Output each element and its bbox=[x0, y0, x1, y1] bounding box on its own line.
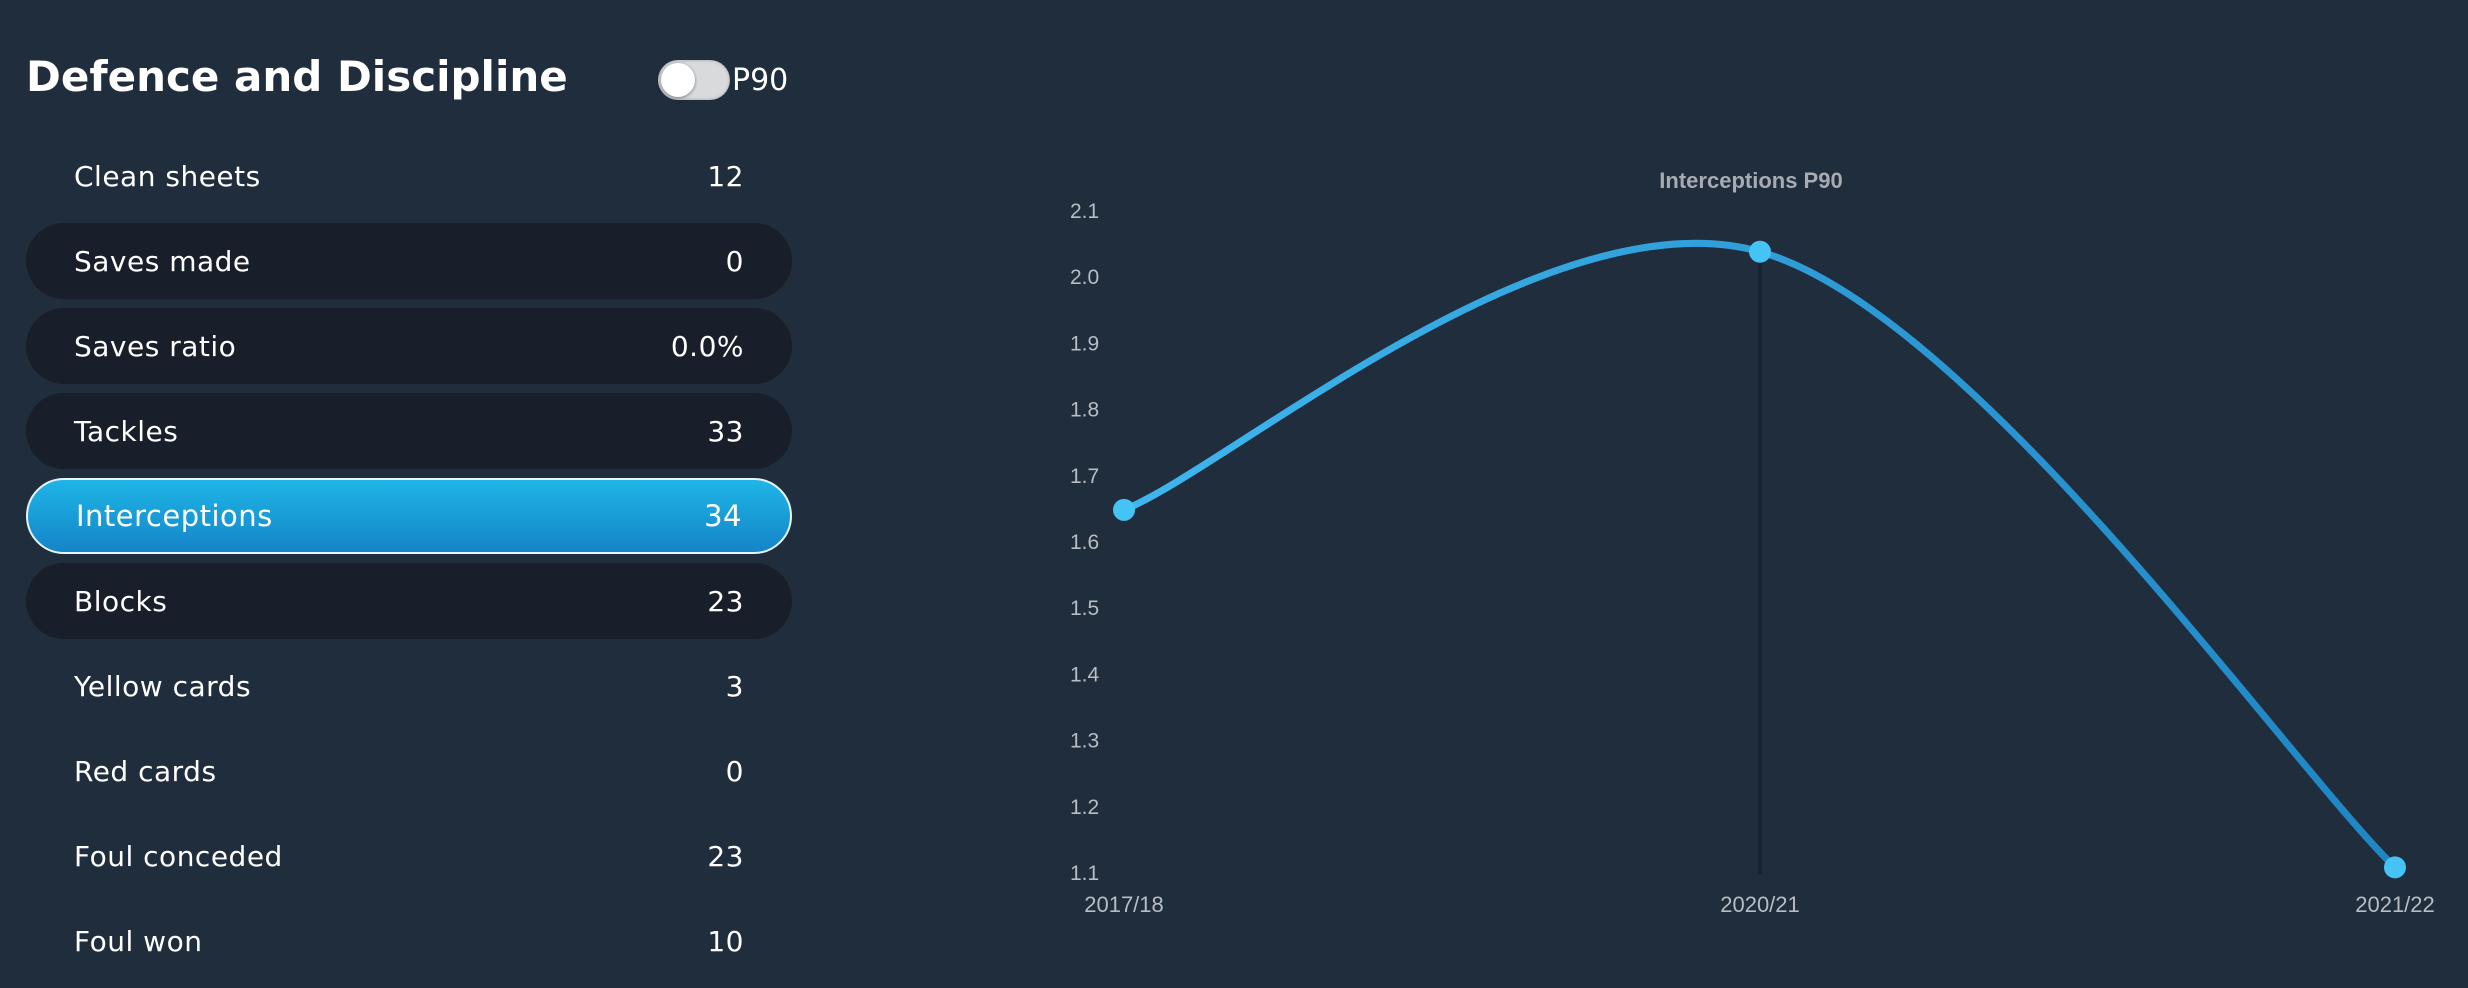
stat-value: 12 bbox=[707, 159, 744, 193]
stat-row-red-cards[interactable]: Red cards 0 bbox=[26, 733, 792, 809]
stat-label: Yellow cards bbox=[74, 669, 252, 703]
stat-label: Foul conceded bbox=[74, 839, 283, 873]
y-tick-label: 2.0 bbox=[1070, 266, 1099, 289]
stat-value: 34 bbox=[704, 499, 742, 533]
x-tick-label: 2021/22 bbox=[2355, 892, 2435, 917]
stat-label: Clean sheets bbox=[74, 159, 261, 193]
stat-row-blocks[interactable]: Blocks 23 bbox=[26, 563, 792, 639]
stat-row-clean-sheets[interactable]: Clean sheets 12 bbox=[26, 138, 792, 214]
y-tick-label: 1.7 bbox=[1070, 465, 1099, 488]
stat-label: Interceptions bbox=[76, 499, 273, 533]
series-line bbox=[1120, 239, 2399, 871]
stat-value: 0 bbox=[725, 244, 744, 278]
p90-toggle-wrap: P90 bbox=[658, 60, 788, 100]
x-tick-label: 2020/21 bbox=[1720, 892, 1800, 917]
stat-value: 0.0% bbox=[670, 329, 744, 363]
chart-area: Interceptions P90 1.1 1.2 1.3 1.4 1.5 1.6 1.7 1.… bbox=[1040, 150, 2460, 940]
p90-toggle[interactable] bbox=[658, 60, 730, 100]
y-tick-label: 1.4 bbox=[1070, 663, 1100, 686]
chart-title: Interceptions P90 bbox=[1659, 168, 1842, 193]
stat-label: Blocks bbox=[74, 584, 168, 618]
stat-list: Clean sheets 12 Saves made 0 Saves ratio 0.0%… bbox=[26, 138, 792, 988]
stat-label: Red cards bbox=[74, 754, 217, 788]
stat-row-interceptions[interactable]: Interceptions 34 bbox=[26, 478, 792, 554]
stat-value: 3 bbox=[725, 669, 744, 703]
data-point-2 bbox=[1749, 240, 1771, 263]
stat-value: 33 bbox=[707, 414, 744, 448]
stat-label: Saves made bbox=[74, 244, 251, 278]
y-tick-label: 1.2 bbox=[1070, 796, 1099, 819]
toggle-knob bbox=[661, 63, 695, 97]
data-point-1 bbox=[1113, 498, 1135, 521]
y-tick-label: 1.3 bbox=[1070, 730, 1099, 753]
y-tick-label: 1.8 bbox=[1070, 399, 1099, 422]
stat-value: 10 bbox=[707, 924, 744, 958]
data-point-3 bbox=[2384, 856, 2406, 879]
stat-row-tackles[interactable]: Tackles 33 bbox=[26, 393, 792, 469]
stat-label: Tackles bbox=[74, 414, 179, 448]
stat-row-foul-won[interactable]: Foul won 10 bbox=[26, 903, 792, 979]
stat-value: 23 bbox=[707, 839, 744, 873]
stat-value: 23 bbox=[707, 584, 744, 618]
interceptions-line-chart: Interceptions P90 1.1 1.2 1.3 1.4 1.5 1.6 1.7 1.… bbox=[1070, 168, 2435, 917]
stat-row-saves-made[interactable]: Saves made 0 bbox=[26, 223, 792, 299]
stats-panel: Defence and Discipline P90 Clean sheets 1… bbox=[0, 0, 820, 986]
p90-toggle-label: P90 bbox=[732, 62, 789, 98]
y-tick-label: 2.1 bbox=[1070, 200, 1099, 223]
stat-value: 0 bbox=[725, 754, 744, 788]
stat-row-yellow-cards[interactable]: Yellow cards 3 bbox=[26, 648, 792, 724]
y-tick-label: 1.6 bbox=[1070, 531, 1099, 554]
section-title: Defence and Discipline bbox=[26, 52, 568, 101]
y-tick-label: 1.1 bbox=[1070, 862, 1099, 885]
stat-label: Saves ratio bbox=[74, 329, 237, 363]
stat-row-foul-conceded[interactable]: Foul conceded 23 bbox=[26, 818, 792, 894]
stat-row-saves-ratio[interactable]: Saves ratio 0.0% bbox=[26, 308, 792, 384]
x-tick-label: 2017/18 bbox=[1084, 892, 1164, 917]
stat-label: Foul won bbox=[74, 924, 203, 958]
y-tick-label: 1.9 bbox=[1070, 332, 1099, 355]
y-tick-label: 1.5 bbox=[1070, 597, 1099, 620]
